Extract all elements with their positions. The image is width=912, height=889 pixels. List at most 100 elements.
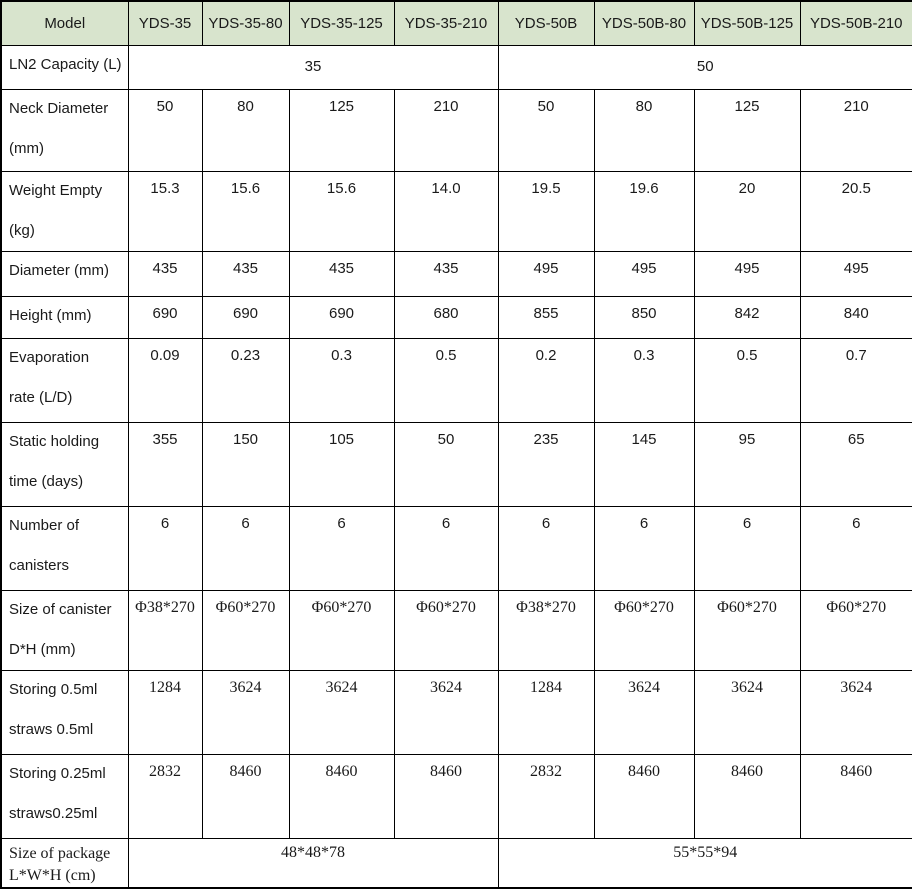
label-line: Size of package (9, 844, 111, 862)
cell-diameter-yds-35-125: 435 (288, 250, 395, 297)
column-header-yds-35-80: YDS-35-80 (201, 0, 290, 46)
cell-height-yds-35-80: 690 (201, 295, 290, 339)
cell-number-of-canisters-yds-50b-80: 6 (593, 505, 695, 591)
cell-neck-diameter-yds-50b-125: 125 (693, 88, 801, 172)
cell-storing-025ml-straws-yds-50b-210: 8460 (799, 753, 912, 839)
cell-number-of-canisters-yds-35: 6 (127, 505, 203, 591)
cell-weight-empty-yds-50b-80: 19.6 (593, 170, 695, 252)
cell-weight-empty-yds-50b: 19.5 (497, 170, 595, 252)
row-storing-025ml-straws: Storing 0.25ml straws0.25ml 2832 8460 8460 84… (0, 753, 912, 839)
cell-storing-05ml-straws-yds-50b: 1284 (497, 669, 595, 755)
row-height: Height (mm) 690 690 690 680 855 850 842 840 (0, 295, 912, 339)
row-label-canister-size: Size of canister D*H (mm) (0, 589, 129, 671)
cell-storing-05ml-straws-yds-50b-125: 3624 (693, 669, 801, 755)
cell-ln2-capacity-group-50b: 50 (497, 44, 912, 90)
cell-storing-05ml-straws-yds-35: 1284 (127, 669, 203, 755)
row-label-static-holding-time: Static holding time (days) (0, 421, 129, 507)
cell-storing-025ml-straws-yds-50b: 2832 (497, 753, 595, 839)
row-neck-diameter: Neck Diameter (mm) 50 80 125 210 50 80 125 210 (0, 88, 912, 172)
label-line: Diameter (mm) (9, 261, 109, 279)
cell-height-yds-35-210: 680 (393, 295, 499, 339)
cell-diameter-yds-50b-80: 495 (593, 250, 695, 297)
label-line: Storing 0.5ml (9, 680, 98, 698)
cell-height-yds-50b-210: 840 (799, 295, 912, 339)
cell-number-of-canisters-yds-35-125: 6 (288, 505, 395, 591)
cell-evaporation-rate-yds-35: 0.09 (127, 337, 203, 423)
label-line: Evaporation (9, 348, 90, 366)
cell-height-yds-50b: 855 (497, 295, 595, 339)
cell-canister-size-yds-35-210: Φ60*270 (393, 589, 499, 671)
cell-canister-size-yds-50b: Φ38*270 (497, 589, 595, 671)
cell-static-holding-time-yds-35-210: 50 (393, 421, 499, 507)
cell-canister-size-yds-50b-125: Φ60*270 (693, 589, 801, 671)
row-label-height: Height (mm) (0, 295, 129, 339)
cell-neck-diameter-yds-35-125: 125 (288, 88, 395, 172)
cell-number-of-canisters-yds-50b-210: 6 (799, 505, 912, 591)
cell-static-holding-time-yds-50b-80: 145 (593, 421, 695, 507)
cell-height-yds-50b-125: 842 (693, 295, 801, 339)
cell-storing-05ml-straws-yds-35-210: 3624 (393, 669, 499, 755)
cell-diameter-yds-35-210: 435 (393, 250, 499, 297)
cell-canister-size-yds-35-125: Φ60*270 (288, 589, 395, 671)
cell-diameter-yds-50b-210: 495 (799, 250, 912, 297)
cell-neck-diameter-yds-35: 50 (127, 88, 203, 172)
cell-number-of-canisters-yds-35-210: 6 (393, 505, 499, 591)
cell-evaporation-rate-yds-50b-125: 0.5 (693, 337, 801, 423)
cell-ln2-capacity-group-35: 35 (127, 44, 499, 90)
row-static-holding-time: Static holding time (days) 355 150 105 50 235 1… (0, 421, 912, 507)
cell-storing-05ml-straws-yds-35-125: 3624 (288, 669, 395, 755)
cell-evaporation-rate-yds-35-125: 0.3 (288, 337, 395, 423)
cell-neck-diameter-yds-50b-210: 210 (799, 88, 912, 172)
cell-canister-size-yds-35: Φ38*270 (127, 589, 203, 671)
label-line: Static holding (9, 432, 100, 450)
label-line: Neck Diameter (9, 99, 109, 117)
label-line: LN2 Capacity (L) (9, 55, 122, 73)
cell-weight-empty-yds-50b-125: 20 (693, 170, 801, 252)
row-canister-size: Size of canister D*H (mm) Φ38*270 Φ60*270 Φ6… (0, 589, 912, 671)
cell-canister-size-yds-50b-210: Φ60*270 (799, 589, 912, 671)
label-line: L*W*H (cm) (9, 866, 96, 884)
row-label-weight-empty: Weight Empty (kg) (0, 170, 129, 252)
cell-static-holding-time-yds-50b-125: 95 (693, 421, 801, 507)
cell-storing-025ml-straws-yds-35: 2832 (127, 753, 203, 839)
cell-storing-025ml-straws-yds-50b-80: 8460 (593, 753, 695, 839)
label-line: D*H (mm) (9, 640, 76, 658)
cell-static-holding-time-yds-35-125: 105 (288, 421, 395, 507)
label-line: Number of (9, 516, 80, 534)
cell-static-holding-time-yds-50b-210: 65 (799, 421, 912, 507)
cell-weight-empty-yds-35-125: 15.6 (288, 170, 395, 252)
column-header-yds-35-210: YDS-35-210 (393, 0, 499, 46)
row-package-size: Size of package L*W*H (cm) 48*48*78 55*55*9… (0, 837, 912, 888)
column-header-yds-50b-125: YDS-50B-125 (693, 0, 801, 46)
cell-canister-size-yds-35-80: Φ60*270 (201, 589, 290, 671)
row-label-ln2-capacity: LN2 Capacity (L) (0, 44, 129, 90)
cell-static-holding-time-yds-35: 355 (127, 421, 203, 507)
cell-evaporation-rate-yds-50b-210: 0.7 (799, 337, 912, 423)
column-header-yds-35: YDS-35 (127, 0, 203, 46)
cell-number-of-canisters-yds-50b-125: 6 (693, 505, 801, 591)
label-line: straws 0.5ml (9, 720, 94, 738)
row-storing-05ml-straws: Storing 0.5ml straws 0.5ml 1284 3624 3624 362… (0, 669, 912, 755)
cell-height-yds-35-125: 690 (288, 295, 395, 339)
row-label-diameter: Diameter (mm) (0, 250, 129, 297)
cell-storing-05ml-straws-yds-50b-210: 3624 (799, 669, 912, 755)
cell-package-size-group-50b: 55*55*94 (497, 837, 912, 888)
column-header-yds-35-125: YDS-35-125 (288, 0, 395, 46)
row-label-storing-025ml-straws: Storing 0.25ml straws0.25ml (0, 753, 129, 839)
cell-storing-025ml-straws-yds-35-125: 8460 (288, 753, 395, 839)
cell-weight-empty-yds-35-80: 15.6 (201, 170, 290, 252)
row-label-evaporation-rate: Evaporation rate (L/D) (0, 337, 129, 423)
cell-storing-025ml-straws-yds-35-80: 8460 (201, 753, 290, 839)
label-line: time (days) (9, 472, 84, 490)
cell-weight-empty-yds-35-210: 14.0 (393, 170, 499, 252)
row-label-neck-diameter: Neck Diameter (mm) (0, 88, 129, 172)
cell-weight-empty-yds-35: 15.3 (127, 170, 203, 252)
cell-storing-05ml-straws-yds-50b-80: 3624 (593, 669, 695, 755)
row-label-storing-05ml-straws: Storing 0.5ml straws 0.5ml (0, 669, 129, 755)
row-label-number-of-canisters: Number of canisters (0, 505, 129, 591)
label-line: canisters (9, 556, 70, 574)
cell-evaporation-rate-yds-35-80: 0.23 (201, 337, 290, 423)
label-line: rate (L/D) (9, 388, 73, 406)
cell-diameter-yds-50b: 495 (497, 250, 595, 297)
row-ln2-capacity: LN2 Capacity (L) 35 50 (0, 44, 912, 90)
